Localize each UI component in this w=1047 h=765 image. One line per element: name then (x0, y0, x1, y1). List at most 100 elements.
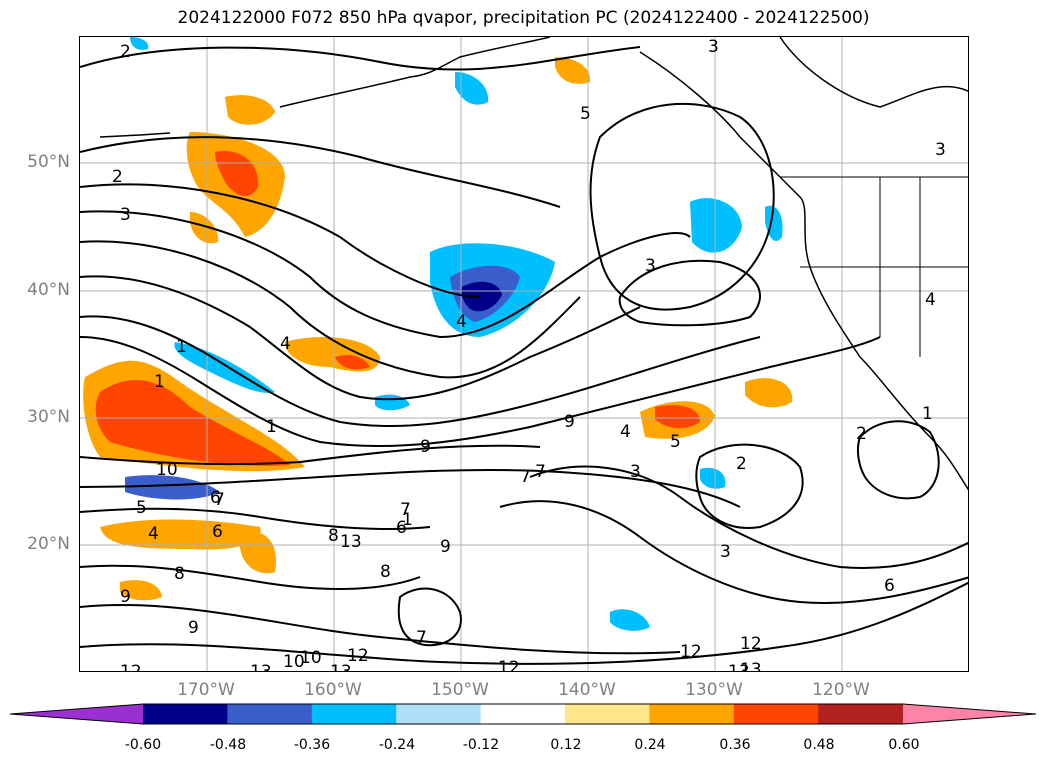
contour-label: 1 (176, 337, 187, 357)
positive-anomaly-patch (555, 57, 591, 84)
contour-label: 1 (402, 510, 413, 530)
contour-label: 3 (720, 542, 731, 562)
contour-label: 4 (925, 290, 936, 310)
lon-label-150w: 150°W (431, 680, 489, 700)
positive-anomaly-core (95, 380, 291, 466)
lat-label-40n: 40°N (27, 280, 70, 300)
contour-label: 4 (280, 334, 291, 354)
negative-anomaly-patch (610, 609, 650, 631)
lat-label-20n: 20°N (27, 534, 70, 554)
lon-label-130w: 130°W (685, 680, 743, 700)
colorbar-tick: 0.12 (550, 737, 582, 753)
contour-label: 5 (670, 432, 681, 452)
map-panel[interactable]: 2 3 5 3 2 3 4 3 1 1 1 10 7 5 4 6 9 7 1 8… (79, 36, 969, 672)
lon-label-120w: 120°W (812, 680, 870, 700)
colorbar-segment (733, 704, 819, 724)
colorbar-extend-min (10, 704, 143, 724)
contour-label: 12 (740, 634, 762, 654)
map-title: 2024122000 F072 850 hPa qvapor, precipit… (177, 8, 870, 28)
contour-label: 2 (856, 424, 867, 444)
positive-anomaly-patch (215, 151, 259, 197)
contour-label: 13 (250, 662, 272, 672)
contour-label: 13 (340, 532, 362, 552)
contour-label: 2 (736, 454, 747, 474)
colorbar-segments (10, 704, 1036, 724)
contour-label: 1 (266, 417, 277, 437)
positive-anomaly-patch (100, 519, 261, 550)
contours (80, 46, 968, 665)
contour-label: 12 (347, 646, 369, 666)
contour-label: 9 (120, 587, 131, 607)
contour-label: 1 (922, 404, 933, 424)
colorbar-tick: 0.60 (888, 737, 920, 753)
positive-anomaly-patch (745, 378, 793, 408)
contour-label: 4 (148, 524, 159, 544)
colorbar-segment (818, 704, 904, 724)
negative-anomaly-patch (690, 198, 742, 253)
contour-label: 6 (210, 488, 221, 508)
positive-anomaly-patch (120, 580, 162, 601)
map-svg: 2 3 5 3 2 3 4 3 1 1 1 10 7 5 4 6 9 7 1 8… (80, 37, 968, 672)
colorbar (10, 703, 1036, 725)
contour-label: 6 (396, 518, 407, 538)
contour-label: 7 (535, 462, 546, 482)
colorbar-tick: -0.60 (124, 737, 162, 753)
colorbar-segment (565, 704, 650, 724)
coastline (99, 37, 968, 491)
lat-label-30n: 30°N (27, 407, 70, 427)
contour-label: 10 (156, 460, 178, 480)
colorbar-tick: -0.12 (462, 737, 500, 753)
contour-label: 3 (120, 205, 131, 225)
contour-label: 9 (420, 437, 431, 457)
contour-label: 7 (400, 500, 411, 520)
contour-label: 3 (645, 256, 656, 276)
contour-label: 6 (884, 576, 895, 596)
negative-anomaly-core (461, 281, 502, 312)
negative-anomaly-patch (375, 394, 410, 411)
colorbar-segment (227, 704, 313, 724)
contour-label: 3 (935, 140, 946, 160)
contour-label: 7 (214, 490, 225, 510)
positive-anomaly-patch (240, 531, 276, 574)
colorbar-tick: -0.48 (209, 737, 247, 753)
positive-anomaly-patch (655, 405, 700, 429)
colorbar-tick: 0.48 (803, 737, 835, 753)
colorbar-tick: -0.24 (378, 737, 416, 753)
colorbar-tick: -0.36 (293, 737, 331, 753)
contour-label: 8 (174, 564, 185, 584)
contour-label: 6 (212, 522, 223, 542)
contour-label: 10 (300, 648, 322, 668)
colorbar-extend-max (903, 704, 1036, 724)
colorbar-segment (649, 704, 735, 724)
contour-label: 4 (456, 312, 467, 332)
lon-label-140w: 140°W (558, 680, 616, 700)
contour-label: 5 (580, 104, 591, 124)
contour-label: 12 (680, 642, 702, 662)
positive-anomaly-patch (190, 212, 219, 244)
colorbar-segment (396, 704, 482, 724)
negative-anomaly-patch (700, 467, 726, 489)
contour-label: 2 (120, 42, 131, 62)
contour-label: 12 (120, 662, 142, 672)
positive-anomaly-patch (335, 355, 370, 370)
contour-label: 1 (154, 372, 165, 392)
contour-label: 9 (440, 537, 451, 557)
contour-label: 3 (630, 462, 641, 482)
anomaly-shading (83, 37, 793, 631)
lat-label-50n: 50°N (27, 152, 70, 172)
negative-anomaly-patch (125, 475, 220, 500)
colorbar-outline (10, 703, 1036, 725)
contour-label: 13 (728, 662, 750, 672)
colorbar-segment (311, 704, 397, 724)
contour-label: 5 (136, 498, 147, 518)
negative-anomaly-patch (130, 37, 149, 50)
contour-label: 7 (520, 467, 531, 487)
colorbar-segment (143, 704, 228, 724)
lon-label-170w: 170°W (177, 680, 235, 700)
contour-label: 13 (330, 662, 352, 672)
lon-label-160w: 160°W (304, 680, 362, 700)
positive-anomaly-patch (225, 95, 275, 125)
contour-labels: 2 3 5 3 2 3 4 3 1 1 1 10 7 5 4 6 9 7 1 8… (112, 37, 946, 672)
contour-label: 9 (188, 618, 199, 638)
contour-label: 12 (498, 658, 520, 672)
